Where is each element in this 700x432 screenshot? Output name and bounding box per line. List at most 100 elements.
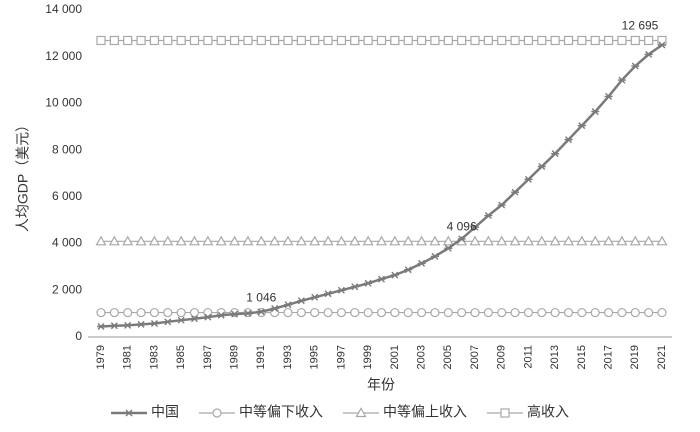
point bbox=[390, 35, 400, 46]
point bbox=[404, 266, 413, 274]
point bbox=[324, 290, 333, 298]
point bbox=[442, 235, 454, 246]
point bbox=[562, 235, 575, 246]
point bbox=[457, 35, 467, 46]
point bbox=[163, 307, 173, 318]
x-tick-label: 2005 bbox=[442, 345, 454, 369]
point bbox=[537, 35, 547, 46]
point bbox=[576, 235, 588, 246]
x-tick-label: 2003 bbox=[415, 345, 427, 369]
y-tick-label: 14 000 bbox=[45, 2, 82, 16]
point bbox=[510, 35, 520, 46]
x-axis-label: 年份 bbox=[367, 377, 395, 393]
point bbox=[283, 35, 293, 46]
y-tick-label: 4 000 bbox=[52, 236, 82, 250]
point bbox=[122, 235, 134, 246]
point bbox=[310, 35, 320, 46]
point bbox=[297, 297, 306, 305]
point bbox=[296, 307, 306, 318]
point bbox=[363, 35, 373, 46]
y-tick-label: 6 000 bbox=[52, 189, 82, 203]
y-tick-label: 10 000 bbox=[45, 96, 82, 110]
point bbox=[644, 307, 654, 318]
point bbox=[603, 35, 614, 46]
point bbox=[469, 235, 481, 246]
point bbox=[590, 307, 600, 318]
annotation: 1 046 bbox=[246, 291, 276, 305]
point bbox=[203, 307, 213, 318]
point bbox=[390, 271, 399, 279]
point bbox=[430, 307, 440, 318]
y-tick-label: 2 000 bbox=[52, 282, 82, 296]
point bbox=[416, 35, 427, 46]
x-tick-label: 1991 bbox=[255, 345, 267, 369]
point bbox=[643, 235, 655, 246]
point bbox=[416, 235, 428, 246]
point bbox=[630, 35, 640, 46]
point bbox=[523, 307, 534, 318]
x-tick-label: 1987 bbox=[202, 345, 214, 369]
point bbox=[470, 307, 480, 318]
point bbox=[270, 35, 280, 46]
legend-label: 高收入 bbox=[527, 404, 569, 420]
point bbox=[591, 108, 600, 116]
series-line bbox=[100, 44, 663, 328]
point bbox=[577, 35, 587, 46]
point bbox=[350, 307, 360, 318]
point bbox=[242, 235, 254, 246]
point bbox=[203, 313, 212, 321]
point bbox=[149, 35, 160, 46]
point bbox=[337, 286, 346, 294]
point bbox=[125, 409, 133, 417]
point bbox=[97, 322, 105, 330]
point bbox=[644, 50, 653, 58]
x-tick-label: 2015 bbox=[576, 345, 588, 369]
point bbox=[229, 235, 241, 246]
point bbox=[123, 307, 133, 318]
point bbox=[215, 235, 227, 246]
x-tick-label: 1993 bbox=[282, 345, 294, 369]
point bbox=[109, 35, 119, 46]
point bbox=[657, 307, 667, 318]
point bbox=[336, 35, 347, 46]
point bbox=[510, 307, 520, 318]
x-tick-label: 1985 bbox=[175, 345, 187, 369]
point bbox=[471, 223, 479, 231]
y-tick-label: 12 000 bbox=[45, 49, 82, 63]
point bbox=[96, 35, 106, 46]
point bbox=[403, 35, 413, 46]
point bbox=[295, 235, 307, 246]
y-tick-label: 0 bbox=[75, 329, 82, 343]
x-tick-label: 2013 bbox=[549, 345, 561, 369]
point bbox=[550, 307, 560, 318]
y-axis-label: 人均GDP（美元） bbox=[15, 118, 31, 232]
point bbox=[255, 235, 267, 246]
point bbox=[616, 235, 628, 246]
point bbox=[417, 259, 426, 267]
point bbox=[190, 315, 199, 323]
point bbox=[355, 407, 367, 418]
point bbox=[522, 235, 534, 246]
point bbox=[137, 320, 146, 328]
point bbox=[402, 235, 414, 246]
x-tick-label: 2001 bbox=[389, 345, 401, 369]
point bbox=[390, 307, 400, 318]
point bbox=[323, 35, 333, 46]
point bbox=[202, 235, 214, 246]
point bbox=[617, 307, 627, 318]
point bbox=[109, 307, 119, 318]
point bbox=[443, 35, 453, 46]
point bbox=[123, 35, 133, 46]
point bbox=[256, 35, 266, 46]
point bbox=[444, 244, 453, 252]
point bbox=[403, 307, 413, 318]
point bbox=[108, 235, 120, 246]
point bbox=[470, 35, 480, 46]
legend-item: 中国 bbox=[111, 404, 179, 420]
legend-item: 中等偏上收入 bbox=[343, 404, 467, 420]
point bbox=[350, 283, 359, 291]
point bbox=[443, 307, 453, 318]
point bbox=[536, 235, 548, 246]
x-tick-label: 1989 bbox=[228, 345, 240, 369]
